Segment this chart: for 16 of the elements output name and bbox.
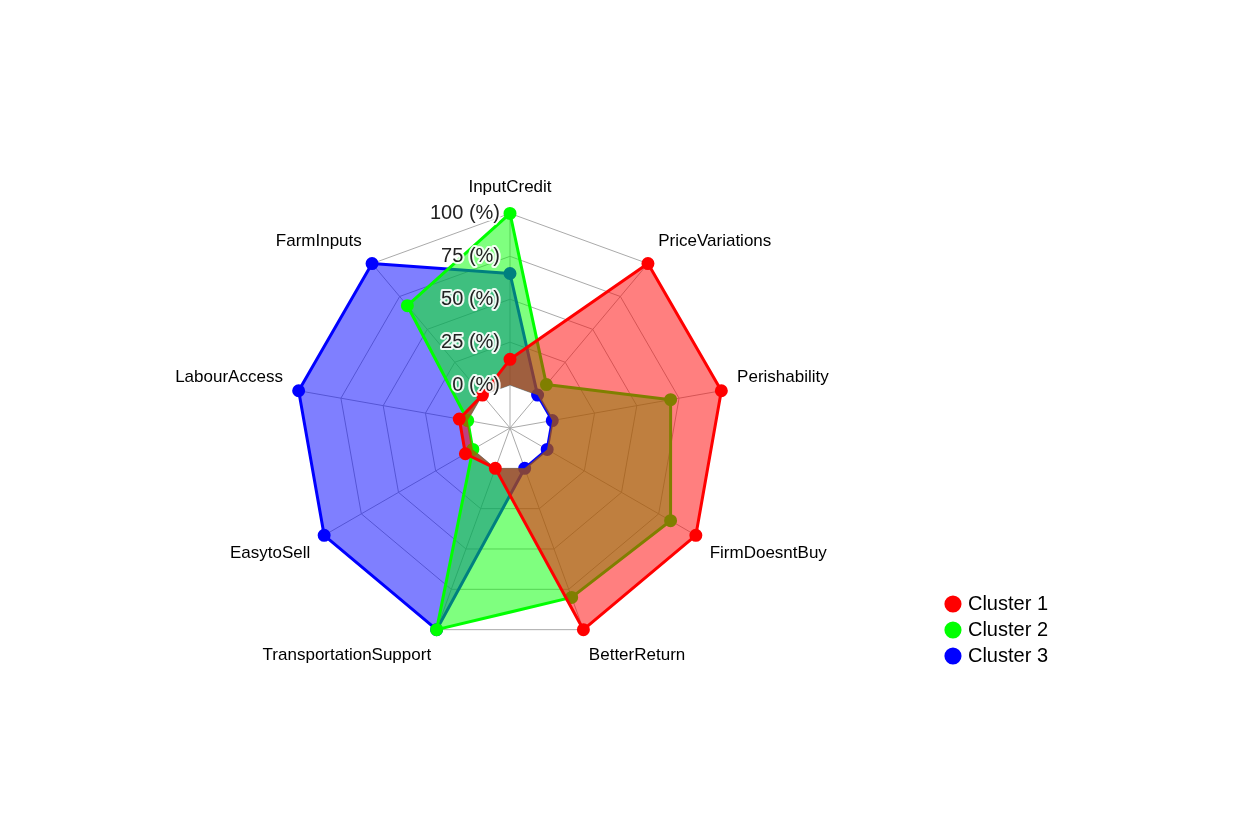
y-tick-label: 50 (%) [441,286,500,309]
spoke-label: FarmInputs [275,230,362,250]
y-tick-label: 25 (%) [441,329,500,352]
spoke-label: EasytoSell [229,543,311,563]
spoke-label: FirmDoesntBuy [709,543,828,563]
spoke-label: InputCredit [468,176,552,196]
y-tick-label: 100 (%) [429,200,500,223]
spoke-label: BetterReturn [588,644,686,664]
legend-label: Cluster 1 [967,591,1048,614]
y-tick-label: 75 (%) [441,243,500,266]
spoke-label: Perishability [737,367,830,387]
spoke-label: LabourAccess [175,367,283,387]
spoke-label: TransportationSupport [262,644,432,664]
legend-label: Cluster 2 [967,617,1048,640]
legend-label: Cluster 3 [967,643,1048,666]
spoke-label: PriceVariations [658,230,772,250]
